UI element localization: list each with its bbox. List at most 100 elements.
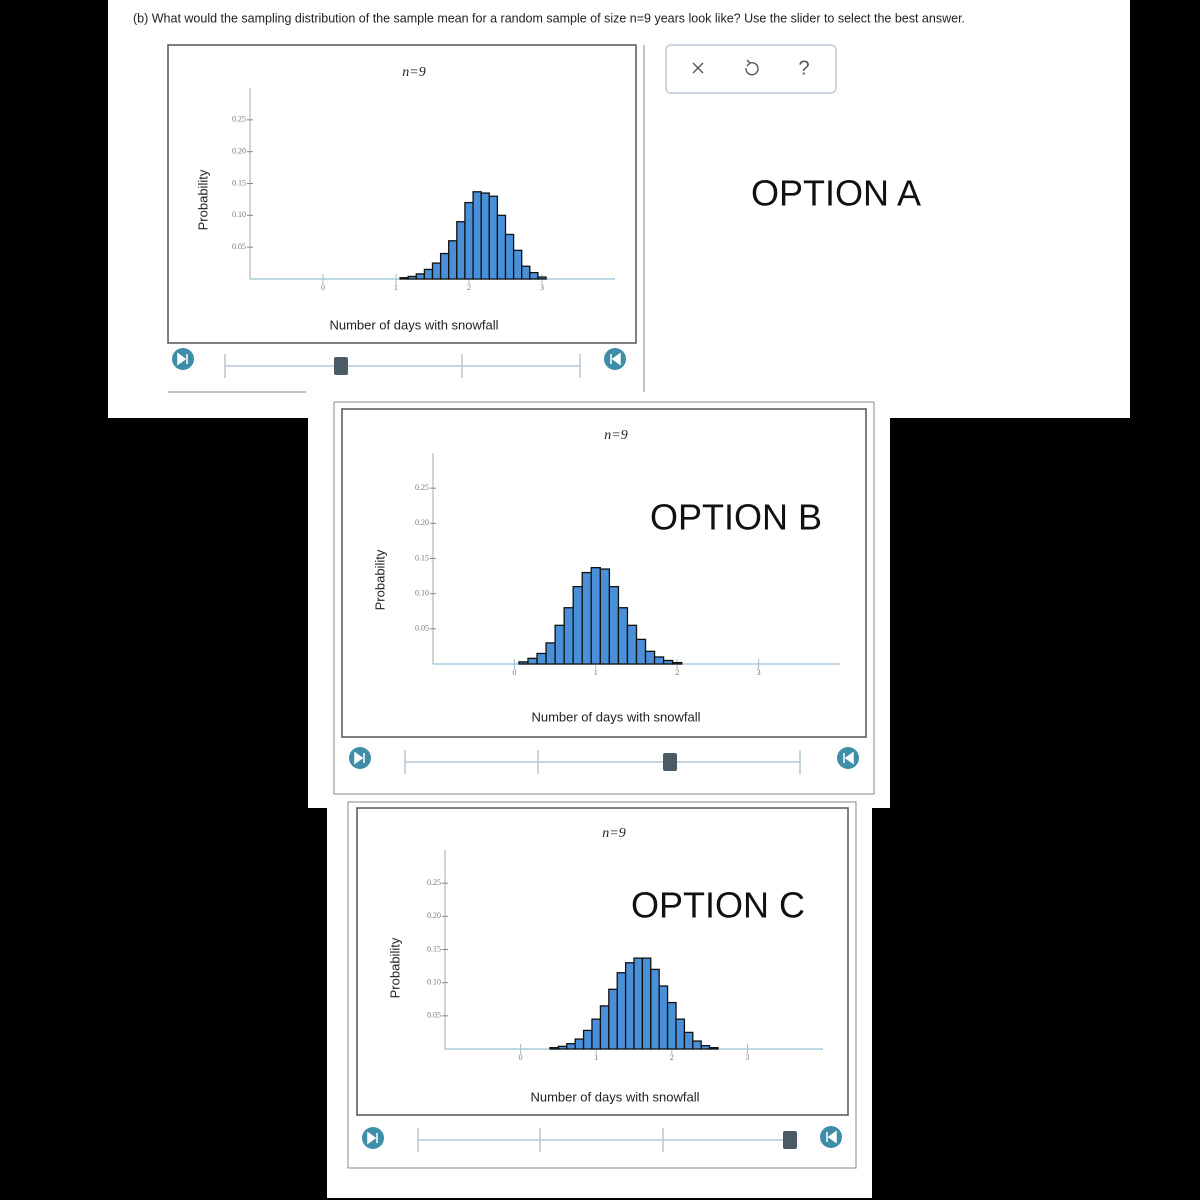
panel-frame — [347, 801, 857, 1169]
bar — [700, 1045, 711, 1050]
panel-frame — [333, 401, 875, 795]
bar — [590, 566, 602, 665]
bar — [599, 568, 611, 665]
bar — [527, 657, 538, 665]
y-axis-label: Probability — [387, 937, 402, 998]
bar — [536, 652, 547, 665]
x-tick-label: 3 — [757, 668, 761, 677]
slider-handle[interactable] — [783, 1131, 797, 1149]
y-tick-label: 0.05 — [415, 624, 429, 633]
reset-button[interactable] — [745, 59, 759, 76]
y-tick-label: 0.15 — [427, 944, 441, 953]
y-tick-label: 0.20 — [415, 518, 429, 527]
bar — [431, 262, 442, 280]
bar — [650, 968, 660, 1050]
x-tick-label: 0 — [512, 668, 516, 677]
help-button[interactable]: ? — [798, 57, 809, 79]
bar — [415, 273, 426, 280]
bar — [635, 638, 647, 665]
bar — [529, 271, 539, 280]
bar — [554, 624, 565, 665]
chart-frame — [341, 408, 867, 738]
bar — [545, 642, 556, 665]
bar — [407, 275, 417, 280]
y-tick-label: 0.25 — [427, 878, 441, 887]
bar — [671, 661, 683, 665]
bar — [563, 607, 574, 665]
x-tick-label: 0 — [519, 1053, 523, 1062]
slider[interactable] — [349, 747, 859, 774]
x-axis-label: Number of days with snowfall — [531, 709, 700, 724]
play-icon — [354, 751, 365, 765]
bar — [399, 277, 409, 280]
y-tick-label: 0.10 — [427, 977, 441, 986]
slider-handle[interactable] — [663, 753, 677, 771]
y-tick-label: 0.05 — [427, 1011, 441, 1020]
bar — [566, 1043, 576, 1050]
x-tick-label: 3 — [745, 1053, 749, 1062]
y-tick-label: 0.10 — [232, 210, 246, 219]
bar — [439, 252, 450, 280]
bar — [683, 1031, 694, 1050]
slider[interactable] — [172, 348, 626, 378]
x-tick-label: 3 — [540, 283, 544, 292]
bar — [653, 656, 665, 665]
bar — [599, 1005, 610, 1050]
bar — [448, 240, 458, 280]
chart-title: n=9 — [604, 428, 627, 443]
x-tick-label: 1 — [394, 283, 398, 292]
bar — [456, 221, 466, 280]
y-tick-label: 0.10 — [415, 588, 429, 597]
bar — [708, 1047, 719, 1050]
option-label: OPTION C — [631, 885, 805, 926]
bar — [537, 276, 547, 280]
option-label: OPTION A — [751, 173, 921, 214]
bar — [641, 957, 652, 1050]
x-tick-label: 2 — [670, 1053, 674, 1062]
bar — [572, 585, 583, 665]
close-button[interactable] — [692, 62, 704, 74]
option-label: OPTION B — [650, 497, 822, 538]
bar — [557, 1045, 568, 1050]
bar — [662, 659, 674, 665]
panel — [108, 0, 1130, 418]
y-tick-label: 0.25 — [415, 483, 429, 492]
bar — [591, 1018, 602, 1050]
x-axis-label: Number of days with snowfall — [530, 1089, 699, 1104]
x-axis-label: Number of days with snowfall — [329, 317, 498, 332]
bar — [472, 191, 482, 280]
slider[interactable] — [362, 1126, 842, 1152]
bar — [504, 233, 515, 280]
bar — [496, 214, 507, 280]
y-tick-label: 0.25 — [232, 115, 246, 124]
bar — [488, 195, 499, 280]
question: (b) What would the sampling distribution… — [133, 11, 965, 25]
bar — [692, 1040, 702, 1050]
x-tick-label: 2 — [467, 283, 471, 292]
bar — [521, 265, 531, 280]
bar — [633, 957, 644, 1050]
bar — [581, 571, 592, 665]
y-tick-label: 0.15 — [415, 553, 429, 562]
toolbar-box — [665, 44, 837, 94]
x-tick-label: 2 — [675, 668, 679, 677]
chart-title: n=9 — [402, 65, 425, 80]
bar — [626, 624, 638, 665]
slider-handle[interactable] — [334, 357, 348, 375]
x-tick-label: 0 — [321, 283, 325, 292]
chart-title: n=9 — [602, 826, 625, 841]
bar — [644, 650, 656, 665]
bar — [658, 985, 669, 1050]
bar — [574, 1038, 585, 1050]
y-tick-label: 0.20 — [427, 911, 441, 920]
bar — [675, 1018, 686, 1050]
bar — [480, 192, 490, 280]
back-icon — [843, 751, 854, 765]
bar — [666, 1001, 677, 1050]
bar — [423, 268, 434, 280]
bar — [608, 988, 618, 1050]
y-axis-label: Probability — [372, 549, 387, 610]
bar — [549, 1047, 560, 1050]
bar — [518, 661, 529, 665]
bar — [617, 607, 629, 665]
